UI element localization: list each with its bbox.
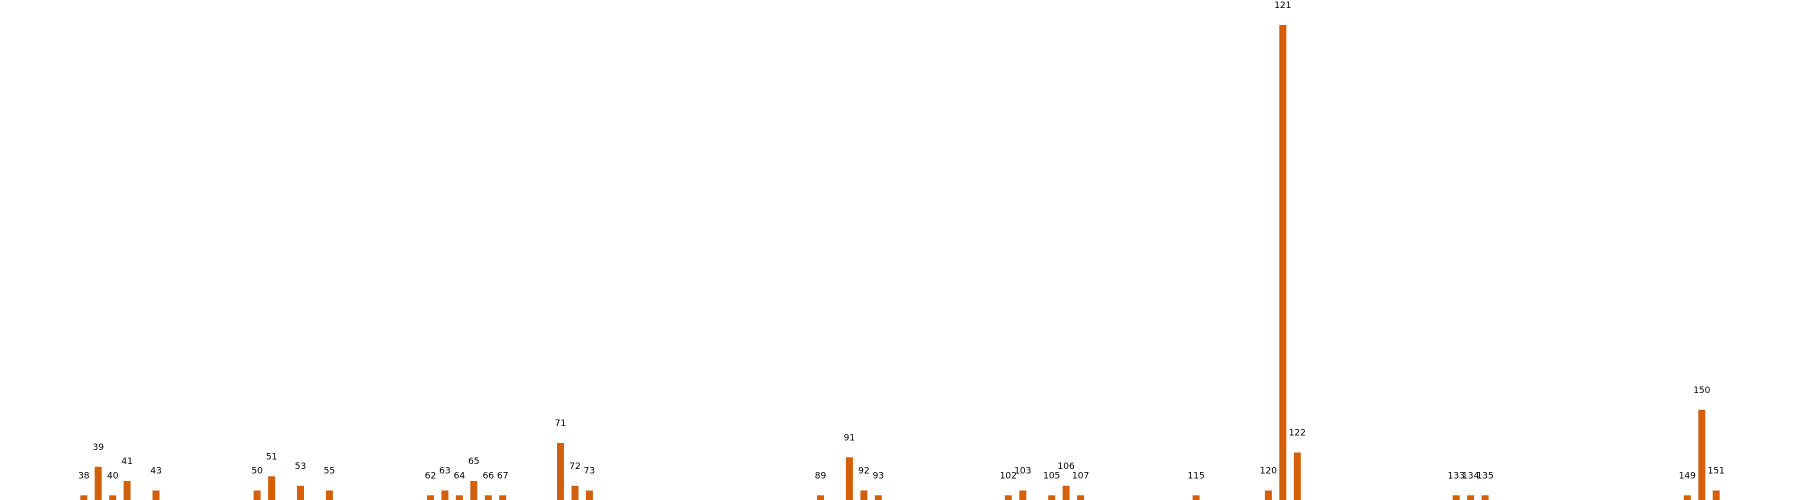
bar-115: [1192, 495, 1200, 500]
bar-64: [455, 495, 463, 500]
bar-label-121: 121: [1274, 1, 1291, 11]
bar-label-106: 106: [1058, 462, 1075, 472]
bar-107: [1077, 495, 1085, 500]
bar-62: [427, 495, 434, 500]
bar-43: [152, 490, 160, 500]
bar-149: [1683, 495, 1691, 500]
bar-label-120: 120: [1260, 467, 1277, 477]
bar-label-65: 65: [468, 457, 479, 467]
bar-label-102: 102: [1000, 471, 1017, 481]
bar-label-107: 107: [1072, 471, 1089, 481]
bar-102: [1004, 495, 1012, 500]
bar-53: [297, 485, 304, 500]
bar-label-41: 41: [121, 457, 132, 467]
bar-133: [1452, 495, 1460, 500]
bar-106: [1062, 485, 1070, 500]
bar-label-134: 134: [1462, 471, 1479, 481]
bar-label-105: 105: [1043, 471, 1060, 481]
bar-134: [1467, 495, 1475, 500]
bar-89: [817, 495, 824, 500]
bar-label-149: 149: [1679, 471, 1696, 481]
bar-label-43: 43: [150, 467, 161, 477]
bar-39: [94, 466, 102, 500]
bar-151: [1712, 490, 1720, 500]
bar-72: [571, 485, 579, 500]
bar-label-133: 133: [1448, 471, 1465, 481]
bar-label-89: 89: [815, 471, 827, 481]
bar-label-103: 103: [1014, 467, 1031, 477]
bar-label-135: 135: [1477, 471, 1494, 481]
bar-label-63: 63: [439, 467, 450, 477]
bar-label-92: 92: [858, 467, 869, 477]
bar-label-115: 115: [1188, 471, 1205, 481]
bar-label-151: 151: [1708, 467, 1725, 477]
bar-150: [1698, 409, 1706, 500]
bar-135: [1481, 495, 1489, 500]
bar-label-73: 73: [584, 467, 595, 477]
bar-66: [484, 495, 492, 500]
bar-label-38: 38: [78, 471, 90, 481]
bar-label-50: 50: [251, 467, 263, 477]
bar-105: [1048, 495, 1056, 500]
bar-41: [123, 481, 131, 500]
bar-93: [874, 495, 882, 500]
bar-51: [268, 476, 276, 500]
bar-label-39: 39: [92, 443, 104, 453]
bar-label-64: 64: [454, 471, 466, 481]
bar-63: [441, 490, 449, 500]
bar-label-93: 93: [873, 471, 884, 481]
bars-layer: [80, 25, 1720, 500]
bar-50: [253, 490, 261, 500]
bar-label-40: 40: [107, 471, 119, 481]
bar-40: [109, 495, 117, 500]
bar-65: [470, 481, 478, 500]
bar-label-91: 91: [844, 433, 855, 443]
bar-55: [325, 490, 333, 500]
bar-label-71: 71: [555, 419, 566, 429]
bar-label-122: 122: [1289, 429, 1306, 439]
bar-103: [1019, 490, 1027, 500]
bar-73: [585, 490, 593, 500]
bar-label-62: 62: [425, 471, 436, 481]
bar-120: [1264, 490, 1272, 500]
bar-label-53: 53: [295, 462, 306, 472]
bar-92: [860, 490, 868, 500]
bar-label-67: 67: [497, 471, 508, 481]
bar-label-55: 55: [324, 467, 335, 477]
bar-38: [80, 495, 88, 500]
bar-71: [557, 443, 564, 500]
bar-label-150: 150: [1693, 386, 1710, 396]
bar-label-72: 72: [569, 462, 580, 472]
bar-121: [1279, 25, 1287, 500]
bar-91: [845, 457, 853, 500]
bar-67: [499, 495, 507, 500]
bar-label-51: 51: [266, 452, 277, 462]
bar-122: [1293, 452, 1301, 500]
bar-label-66: 66: [483, 471, 495, 481]
